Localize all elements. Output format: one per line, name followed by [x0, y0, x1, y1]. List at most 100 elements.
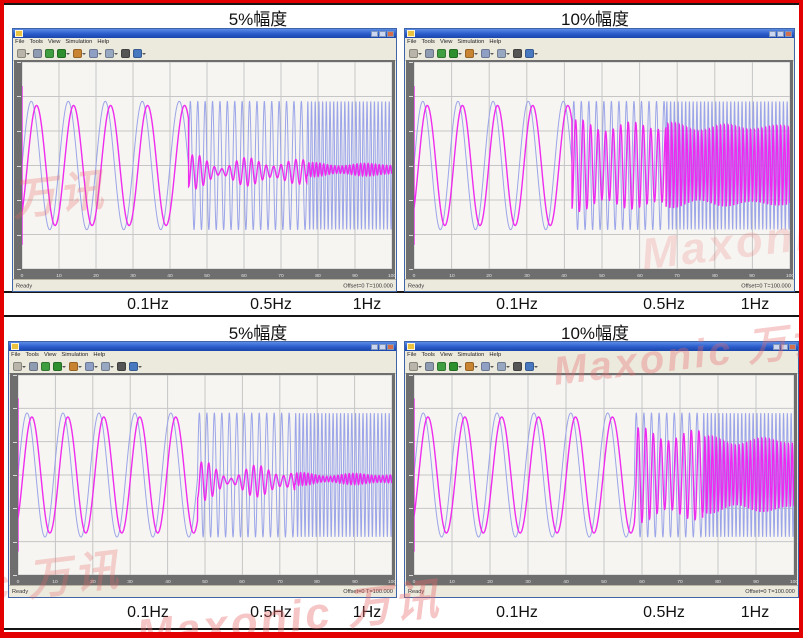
menu-help[interactable]: Help [93, 351, 106, 358]
pen-icon[interactable] [513, 48, 522, 58]
window-titlebar[interactable] [9, 342, 396, 351]
autoscale-icon[interactable] [89, 48, 102, 58]
menu-help[interactable]: Help [97, 38, 110, 45]
parameters-icon[interactable] [425, 361, 434, 371]
zoom-x-icon[interactable] [57, 48, 70, 58]
zoom-icon[interactable] [45, 48, 54, 58]
menu-tools[interactable]: Tools [25, 351, 39, 358]
minimize-button[interactable] [769, 30, 776, 37]
pen-icon[interactable] [117, 361, 126, 371]
menu-view[interactable]: View [47, 38, 61, 45]
close-button[interactable] [789, 343, 796, 350]
pen-icon[interactable] [121, 48, 130, 58]
y-tick-mark [13, 575, 17, 576]
menu-simulation[interactable]: Simulation [61, 351, 89, 358]
menu-file[interactable]: File [407, 38, 417, 45]
toolbar [405, 46, 794, 61]
save-axes-icon[interactable] [101, 361, 114, 371]
close-button[interactable] [785, 30, 792, 37]
pen-icon[interactable] [513, 361, 522, 371]
x-tick-label: 20 [486, 272, 492, 279]
status-ready: Ready [12, 588, 29, 595]
title-top-left: 5%幅度 [228, 10, 288, 29]
menu-view[interactable]: View [43, 351, 57, 358]
save-axes-icon[interactable] [497, 361, 510, 371]
window-titlebar[interactable] [405, 342, 798, 351]
y-tick-mark [409, 475, 413, 476]
menu-simulation[interactable]: Simulation [457, 38, 485, 45]
waveform-plot[interactable] [18, 375, 392, 575]
menu-file[interactable]: File [407, 351, 417, 358]
x-tick-label: 40 [563, 578, 569, 585]
minimize-button[interactable] [371, 343, 378, 350]
y-tick-mark [409, 408, 413, 410]
x-tick-label: 90 [749, 272, 756, 279]
minimize-button[interactable] [371, 30, 378, 37]
zoom-x-icon[interactable] [449, 48, 462, 58]
maximize-button[interactable] [781, 343, 788, 350]
y-tick-mark [17, 62, 21, 63]
menu-file[interactable]: File [11, 351, 21, 358]
menu-help[interactable]: Help [489, 38, 502, 45]
waveform-plot[interactable] [414, 62, 790, 269]
x-tick-label: 60 [239, 578, 246, 585]
freq-label: 0.5Hz [643, 296, 685, 313]
x-tick-label: 80 [715, 578, 721, 585]
floating-scope-icon[interactable] [525, 361, 538, 371]
print-icon[interactable] [17, 48, 30, 58]
menu-help[interactable]: Help [489, 351, 502, 358]
zoom-y-icon[interactable] [465, 48, 478, 58]
menu-tools[interactable]: Tools [421, 38, 435, 45]
parameters-icon[interactable] [33, 48, 42, 58]
zoom-x-icon[interactable] [449, 361, 462, 371]
window-titlebar[interactable] [405, 29, 794, 38]
save-axes-icon[interactable] [105, 48, 118, 58]
waveform-plot[interactable] [22, 62, 392, 269]
maximize-button[interactable] [379, 343, 386, 350]
autoscale-icon[interactable] [85, 361, 98, 371]
menu-tools[interactable]: Tools [29, 38, 43, 45]
waveform-svg [414, 375, 794, 575]
scope-app-icon [15, 30, 23, 37]
print-icon[interactable] [409, 361, 422, 371]
save-axes-icon[interactable] [497, 48, 510, 58]
menu-view[interactable]: View [439, 38, 453, 45]
autoscale-icon[interactable] [481, 48, 494, 58]
close-button[interactable] [387, 30, 394, 37]
floating-scope-icon[interactable] [133, 48, 146, 58]
print-icon[interactable] [409, 48, 422, 58]
parameters-icon[interactable] [29, 361, 38, 371]
x-tick-label: 20 [93, 272, 99, 279]
status-ready: Ready [408, 588, 425, 595]
x-tick-label: 0 [16, 578, 20, 585]
zoom-icon[interactable] [437, 361, 446, 371]
floating-scope-icon[interactable] [129, 361, 142, 371]
parameters-icon[interactable] [425, 48, 434, 58]
close-button[interactable] [387, 343, 394, 350]
window-titlebar[interactable] [13, 29, 396, 38]
menu-tools[interactable]: Tools [421, 351, 435, 358]
maximize-button[interactable] [379, 30, 386, 37]
menu-simulation[interactable]: Simulation [457, 351, 485, 358]
zoom-icon[interactable] [437, 48, 446, 58]
floating-scope-icon[interactable] [525, 48, 538, 58]
autoscale-icon[interactable] [481, 361, 494, 371]
y-tick-mark [409, 575, 413, 576]
zoom-y-icon[interactable] [73, 48, 86, 58]
zoom-icon[interactable] [41, 361, 50, 371]
menu-view[interactable]: View [439, 351, 453, 358]
scope-app-icon [11, 343, 19, 350]
x-tick-label: 0 [20, 272, 24, 279]
minimize-button[interactable] [773, 343, 780, 350]
x-tick-label: 30 [524, 272, 530, 279]
waveform-plot[interactable] [414, 375, 794, 575]
scope-window-top-left: File Tools View Simulation Help 0 10 20 30 4… [12, 28, 397, 292]
maximize-button[interactable] [777, 30, 784, 37]
zoom-x-icon[interactable] [53, 361, 66, 371]
menu-file[interactable]: File [15, 38, 25, 45]
zoom-y-icon[interactable] [465, 361, 478, 371]
zoom-y-icon[interactable] [69, 361, 82, 371]
print-icon[interactable] [13, 361, 26, 371]
menu-simulation[interactable]: Simulation [65, 38, 93, 45]
x-tick-label: 20 [90, 578, 96, 585]
